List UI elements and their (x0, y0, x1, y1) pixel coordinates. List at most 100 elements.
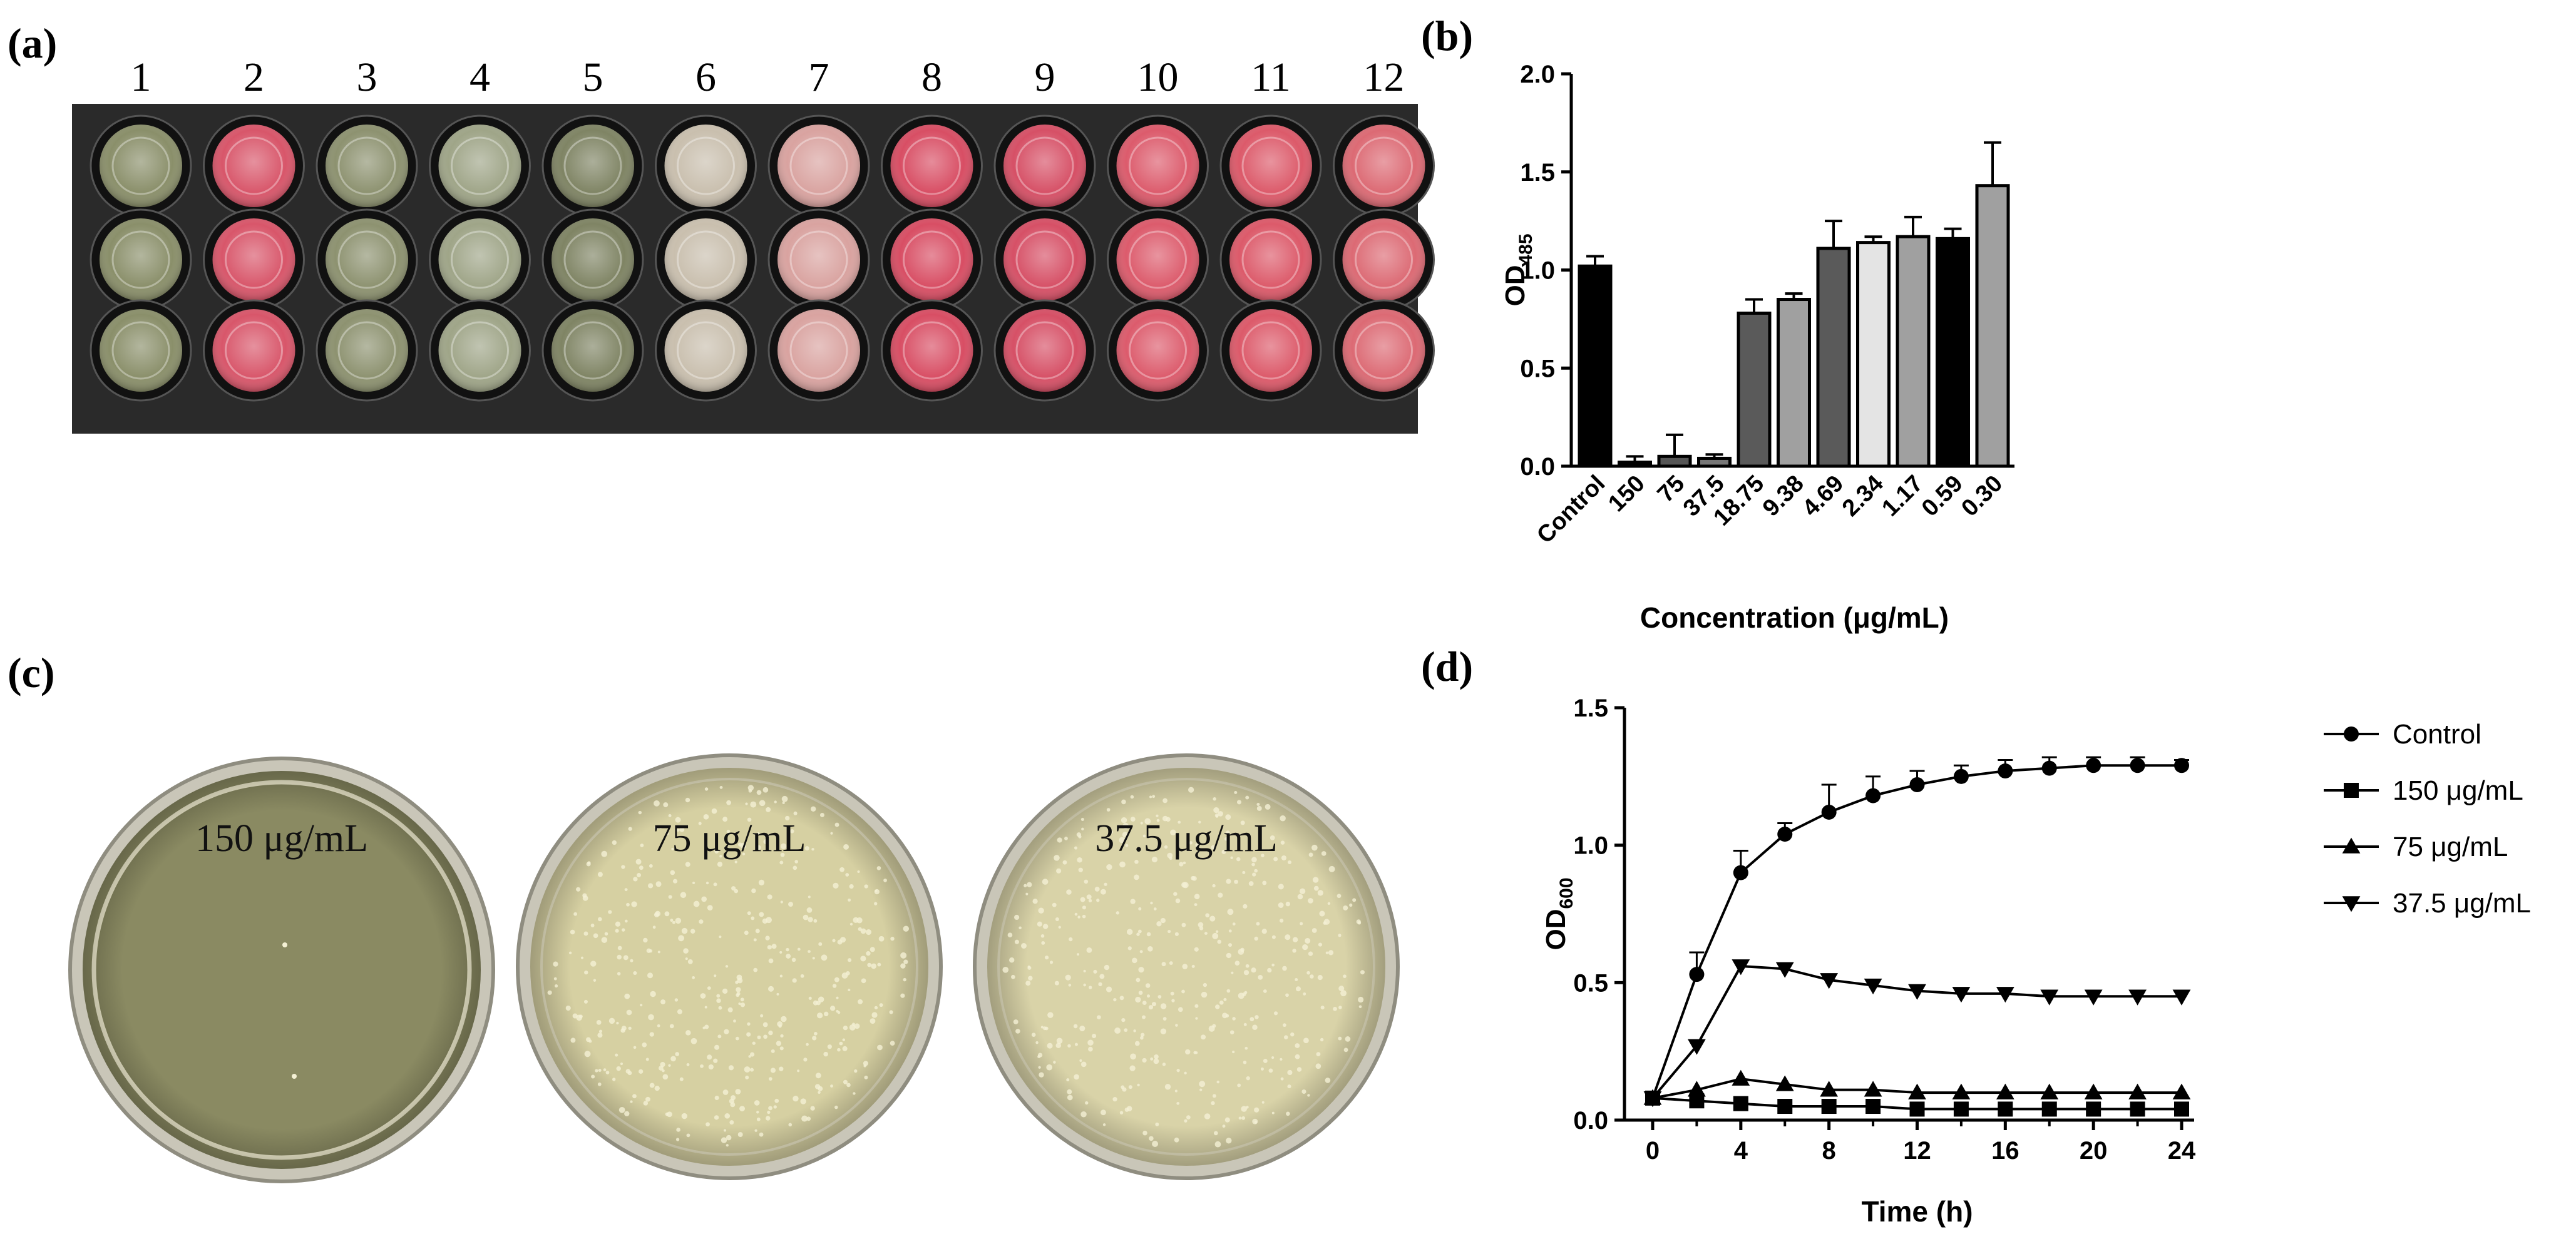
colony (1246, 1076, 1250, 1081)
column-number: 9 (1035, 54, 1055, 100)
colony (875, 889, 878, 892)
data-point (1908, 1083, 1926, 1099)
column-number: 12 (1363, 54, 1405, 100)
colony (620, 1062, 623, 1066)
colony (719, 855, 722, 858)
colony (1150, 1057, 1154, 1061)
colony (292, 1074, 297, 1079)
colony (1312, 877, 1319, 883)
agar-plate: 150 μg/mL (68, 757, 495, 1183)
colony (722, 1089, 729, 1095)
data-point (2130, 758, 2145, 773)
colony (597, 917, 602, 922)
colony (1271, 963, 1275, 967)
colony (1219, 1000, 1224, 1005)
colony (1066, 889, 1072, 895)
colony (1343, 974, 1347, 978)
colony (794, 860, 798, 864)
colony (1270, 835, 1275, 840)
colony (1078, 835, 1082, 839)
well (655, 299, 757, 402)
data-point (2041, 760, 2057, 776)
colony (1287, 860, 1292, 865)
colony (1164, 845, 1168, 849)
colony (671, 847, 674, 850)
colony (727, 1007, 733, 1012)
colony (1011, 974, 1015, 979)
colony (759, 800, 766, 807)
colony (839, 1041, 843, 1046)
colony (1212, 884, 1216, 888)
colony (1299, 888, 1306, 894)
data-point (1996, 987, 2014, 1003)
colony (1188, 787, 1194, 793)
colony (779, 1046, 784, 1051)
colony (878, 936, 885, 942)
colony (745, 802, 748, 805)
colony (752, 1041, 756, 1045)
colony (747, 1022, 751, 1026)
colony (1119, 861, 1126, 868)
colony (1106, 986, 1112, 992)
colony (842, 1046, 848, 1051)
data-point (1865, 1099, 1881, 1114)
colony (819, 812, 824, 817)
colony (779, 951, 783, 954)
well-inner-ring (1015, 230, 1074, 289)
colony (1106, 808, 1111, 812)
colony (1152, 795, 1156, 798)
colony (1251, 862, 1255, 867)
colony (685, 1030, 691, 1036)
colony (632, 1094, 637, 1099)
colony (1194, 1004, 1199, 1008)
colony (1096, 899, 1100, 902)
colony (1228, 943, 1232, 947)
colony (864, 1075, 868, 1079)
colony (1116, 911, 1119, 915)
colony (1025, 892, 1029, 895)
colony (770, 1068, 776, 1073)
colony (669, 1024, 674, 1029)
colony (839, 867, 844, 872)
colony (1015, 1029, 1020, 1034)
panel-c: (c) 150 μg/mL 75 μg/mL 37.5 μg/mL (8, 649, 1400, 1183)
colony (1194, 947, 1199, 952)
colony (812, 1036, 817, 1041)
y-tick-label: 1.0 (1573, 832, 1608, 860)
colony (737, 977, 743, 984)
well-inner-ring (789, 136, 848, 195)
colony (726, 830, 731, 834)
colony (681, 927, 688, 934)
colony (834, 977, 839, 982)
colony (624, 888, 628, 892)
colony (1338, 1006, 1342, 1009)
colony (553, 977, 557, 981)
well (881, 299, 983, 402)
well-inner-ring (1015, 321, 1074, 380)
colony (748, 1055, 751, 1058)
colony (753, 967, 758, 972)
colony (903, 959, 908, 964)
colony (883, 879, 887, 882)
colony (768, 1106, 772, 1111)
well (1107, 208, 1209, 311)
colony (780, 843, 787, 850)
column-number: 8 (921, 54, 942, 100)
well-highlight (777, 309, 860, 392)
colony (707, 905, 713, 911)
colony (1137, 1083, 1140, 1087)
well-highlight (1003, 125, 1086, 207)
colony (1245, 964, 1250, 968)
x-tick-label: Control (1532, 471, 1610, 549)
colony (756, 790, 762, 795)
colony (700, 1064, 704, 1068)
colony (1198, 922, 1204, 928)
colony (1178, 1007, 1183, 1012)
colony (1280, 840, 1285, 845)
well-highlight (100, 309, 182, 392)
data-point (1909, 777, 1925, 793)
colony (685, 797, 690, 803)
colony (747, 785, 754, 791)
colony (1077, 857, 1082, 863)
colony (1179, 862, 1184, 867)
